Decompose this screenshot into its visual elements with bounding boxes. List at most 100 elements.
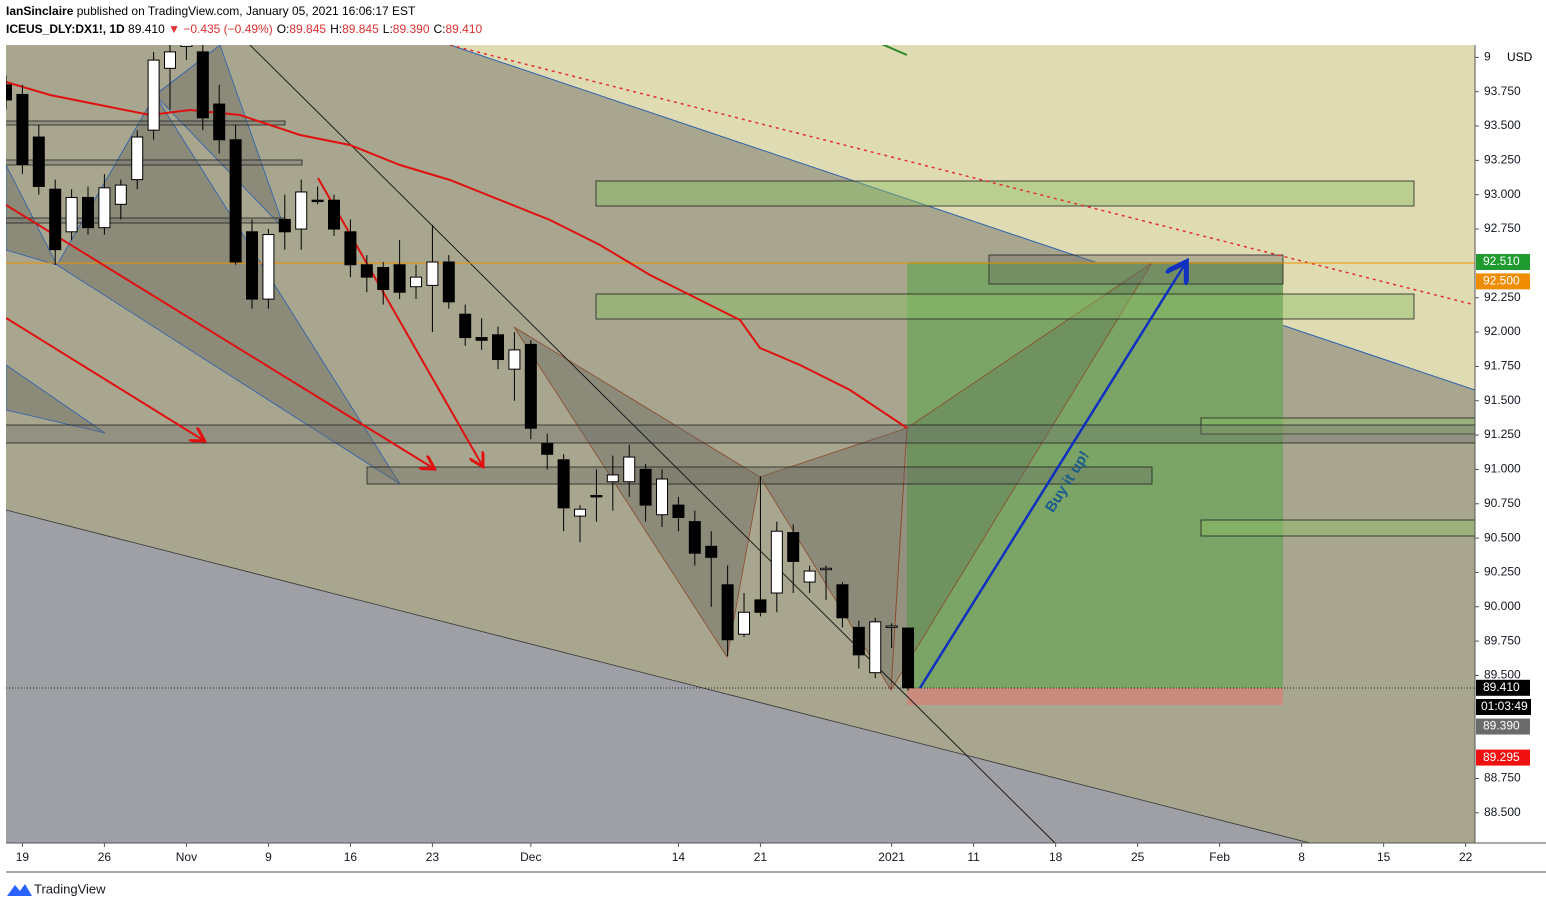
price-label-bg	[1476, 749, 1530, 766]
y-tick-label: 88.750	[1484, 771, 1521, 785]
y-tick-label: 90.750	[1484, 496, 1521, 510]
y-tick-label: 91.750	[1484, 359, 1521, 373]
candle-body	[803, 570, 816, 583]
x-tick-label: Dec	[520, 850, 541, 864]
x-tick-label: 2021	[878, 850, 905, 864]
candle-body	[229, 139, 242, 263]
y-tick-label: 91.500	[1484, 393, 1521, 407]
author: IanSinclaire	[6, 4, 74, 18]
x-tick-label: 19	[16, 850, 30, 864]
x-tick-label: 22	[1459, 850, 1473, 864]
y-tick-label: 90.500	[1484, 530, 1521, 544]
x-tick-label: 11	[967, 850, 980, 864]
y-tick-label: 91.250	[1484, 427, 1521, 441]
candle-body	[377, 267, 390, 290]
candle-body	[6, 84, 12, 101]
currency: USD	[1507, 50, 1533, 64]
ohlc-label: O:	[277, 22, 290, 36]
candle-body	[902, 627, 915, 689]
channel-line	[6, 509, 1311, 843]
x-tick-label: Feb	[1209, 850, 1230, 864]
candle-body	[278, 218, 291, 233]
ohlc-label: H:	[330, 22, 342, 36]
x-tick-label: 26	[98, 850, 112, 864]
y-tick-label: 9	[1484, 50, 1491, 64]
candle-body	[475, 337, 488, 341]
arrow	[918, 264, 1185, 689]
candle-body	[606, 474, 619, 483]
candle-body	[131, 136, 144, 181]
symbol: ICEUS_DLY:DX1!, 1D	[6, 22, 125, 36]
candle-body	[410, 276, 423, 288]
ohlc-value: 89.845	[289, 22, 326, 36]
logo	[7, 884, 32, 896]
x-tick-label: 15	[1377, 850, 1391, 864]
x-tick-label: 25	[1131, 850, 1145, 864]
target-zone	[907, 262, 1283, 688]
candle-body	[885, 625, 898, 628]
x-tick-label: 23	[426, 850, 440, 864]
candle-body	[492, 334, 505, 361]
candle-body	[295, 191, 308, 230]
candle-body	[344, 231, 357, 266]
y-tick-label: 92.000	[1484, 324, 1521, 338]
y-tick-label: 89.750	[1484, 633, 1521, 647]
countdown: 01:03:49	[1481, 699, 1528, 713]
candle-body	[393, 264, 406, 293]
candle-body	[721, 584, 734, 641]
y-tick-label: 93.250	[1484, 153, 1521, 167]
price-label: 92.500	[1483, 274, 1520, 288]
candle-body	[65, 196, 78, 233]
candle-body	[574, 508, 587, 517]
candle-body	[557, 459, 570, 509]
ohlc: O:89.845 H:89.845 L:89.390 C:89.410	[277, 22, 483, 36]
ohlc-label: L:	[383, 22, 393, 36]
ohlc-value: 89.390	[393, 22, 430, 36]
header-line: IanSinclaire published on TradingView.co…	[6, 4, 416, 18]
price-label: 89.410	[1483, 680, 1520, 694]
price-label-bg	[1476, 273, 1530, 290]
candle-body	[426, 261, 439, 286]
candle-body	[196, 51, 209, 119]
trend-line	[449, 45, 1475, 306]
candle-body	[623, 456, 636, 483]
y-tick-label: 92.250	[1484, 290, 1521, 304]
candles	[6, 45, 915, 691]
candle-body	[672, 504, 685, 518]
candle-body	[705, 545, 718, 558]
x-tick-label: 16	[344, 850, 358, 864]
price-label-bg	[1476, 718, 1530, 735]
countdown-bg	[1476, 699, 1531, 715]
candle-body	[590, 495, 603, 498]
x-tick-label: 9	[265, 850, 272, 864]
candle-body	[459, 313, 472, 339]
candle-body	[246, 231, 259, 300]
candle-body	[541, 442, 554, 455]
candle-body	[852, 626, 865, 656]
price-label: 92.510	[1483, 254, 1520, 268]
ohlc-label: C:	[434, 22, 446, 36]
candle-body	[147, 59, 160, 131]
candle-body	[32, 136, 45, 187]
candle-body	[787, 532, 800, 562]
candle-body	[836, 584, 849, 619]
arrows	[6, 177, 482, 468]
published: published on TradingView.com, January 05…	[77, 4, 416, 18]
candle-body	[656, 478, 669, 516]
candle-body	[82, 196, 95, 229]
y-tick-label: 91.000	[1484, 462, 1521, 476]
candle-body	[213, 103, 226, 141]
candle-body	[869, 621, 882, 674]
y-tick-label: 92.750	[1484, 221, 1521, 235]
plot-area: Buy it up!	[6, 45, 1475, 843]
trend-line	[249, 45, 1056, 843]
y-tick-label: 93.750	[1484, 84, 1521, 98]
y-tick-label: 93.000	[1484, 187, 1521, 201]
candle-body	[754, 599, 767, 613]
x-tick-label: 21	[754, 850, 768, 864]
price-label: 89.390	[1483, 719, 1520, 733]
y-tick-label: 93.500	[1484, 118, 1521, 132]
candle-body	[328, 199, 341, 230]
brand: TradingView	[34, 881, 106, 896]
